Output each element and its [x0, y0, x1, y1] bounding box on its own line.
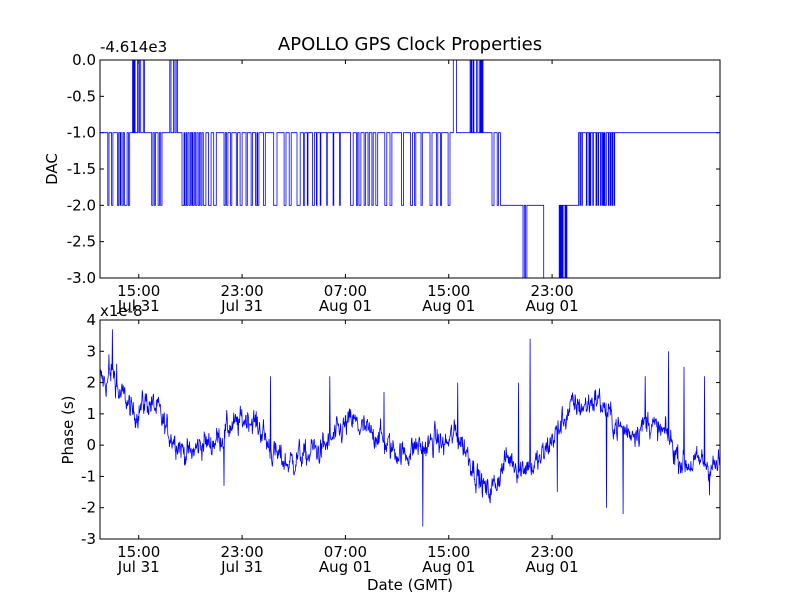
dac-y-tick-label: -3.0	[67, 269, 96, 287]
phase-y-tick-label: 3	[86, 342, 96, 360]
x-axis-label: Date (GMT)	[367, 576, 453, 594]
phase-y-tick-label: 1	[86, 405, 96, 423]
phase-x-tick-date: Jul 31	[220, 558, 263, 576]
phase-y-tick-label: 4	[86, 311, 96, 329]
phase-x-tick-time: 15:00	[427, 543, 470, 561]
dac-offset-label: -4.614e3	[100, 38, 167, 56]
dac-x-tick-date: Aug 01	[526, 297, 579, 315]
phase-offset-label: x1e-8	[100, 302, 143, 320]
dac-y-tick-label: -1.5	[67, 160, 96, 178]
phase-x-tick-date: Jul 31	[117, 558, 160, 576]
dac-plot-frame	[99, 59, 721, 279]
dac-x-tick-time: 23:00	[530, 282, 573, 300]
figure-title: APOLLO GPS Clock Properties	[278, 34, 542, 55]
phase-y-axis-label: Phase (s)	[59, 395, 77, 464]
dac-y-tick-label: -1.0	[67, 124, 96, 142]
dac-x-tick-time: 15:00	[427, 282, 470, 300]
phase-y-tick-label: -2	[81, 499, 96, 517]
dac-x-tick-date: Jul 31	[220, 297, 263, 315]
phase-x-tick-time: 07:00	[324, 543, 367, 561]
dac-series-line	[100, 60, 720, 278]
dac-x-tick-time: 23:00	[220, 282, 263, 300]
phase-y-tick-label: -3	[81, 530, 96, 548]
phase-x-tick-time: 23:00	[220, 543, 263, 561]
phase-y-tick-label: -1	[81, 467, 96, 485]
dac-x-tick-time: 07:00	[324, 282, 367, 300]
dac-x-tick-date: Jul 31	[117, 297, 160, 315]
phase-y-tick-label: 0	[86, 436, 96, 454]
phase-x-tick-date: Aug 01	[526, 558, 579, 576]
dac-x-tick-date: Aug 01	[319, 297, 372, 315]
dac-y-tick-label: -0.5	[67, 87, 96, 105]
dac-x-tick-time: 15:00	[117, 282, 160, 300]
phase-y-tick-label: 2	[86, 374, 96, 392]
phase-series-line	[100, 329, 720, 527]
dac-y-tick-label: -2.5	[67, 233, 96, 251]
dac-y-axis-label: DAC	[43, 153, 61, 185]
dac-y-tick-label: -2.0	[67, 196, 96, 214]
phase-x-tick-date: Aug 01	[319, 558, 372, 576]
phase-x-tick-date: Aug 01	[422, 558, 475, 576]
phase-x-tick-time: 23:00	[530, 543, 573, 561]
phase-plot-frame	[99, 319, 721, 540]
dac-x-tick-date: Aug 01	[422, 297, 475, 315]
phase-x-tick-time: 15:00	[117, 543, 160, 561]
dac-y-tick-label: 0.0	[72, 51, 96, 69]
